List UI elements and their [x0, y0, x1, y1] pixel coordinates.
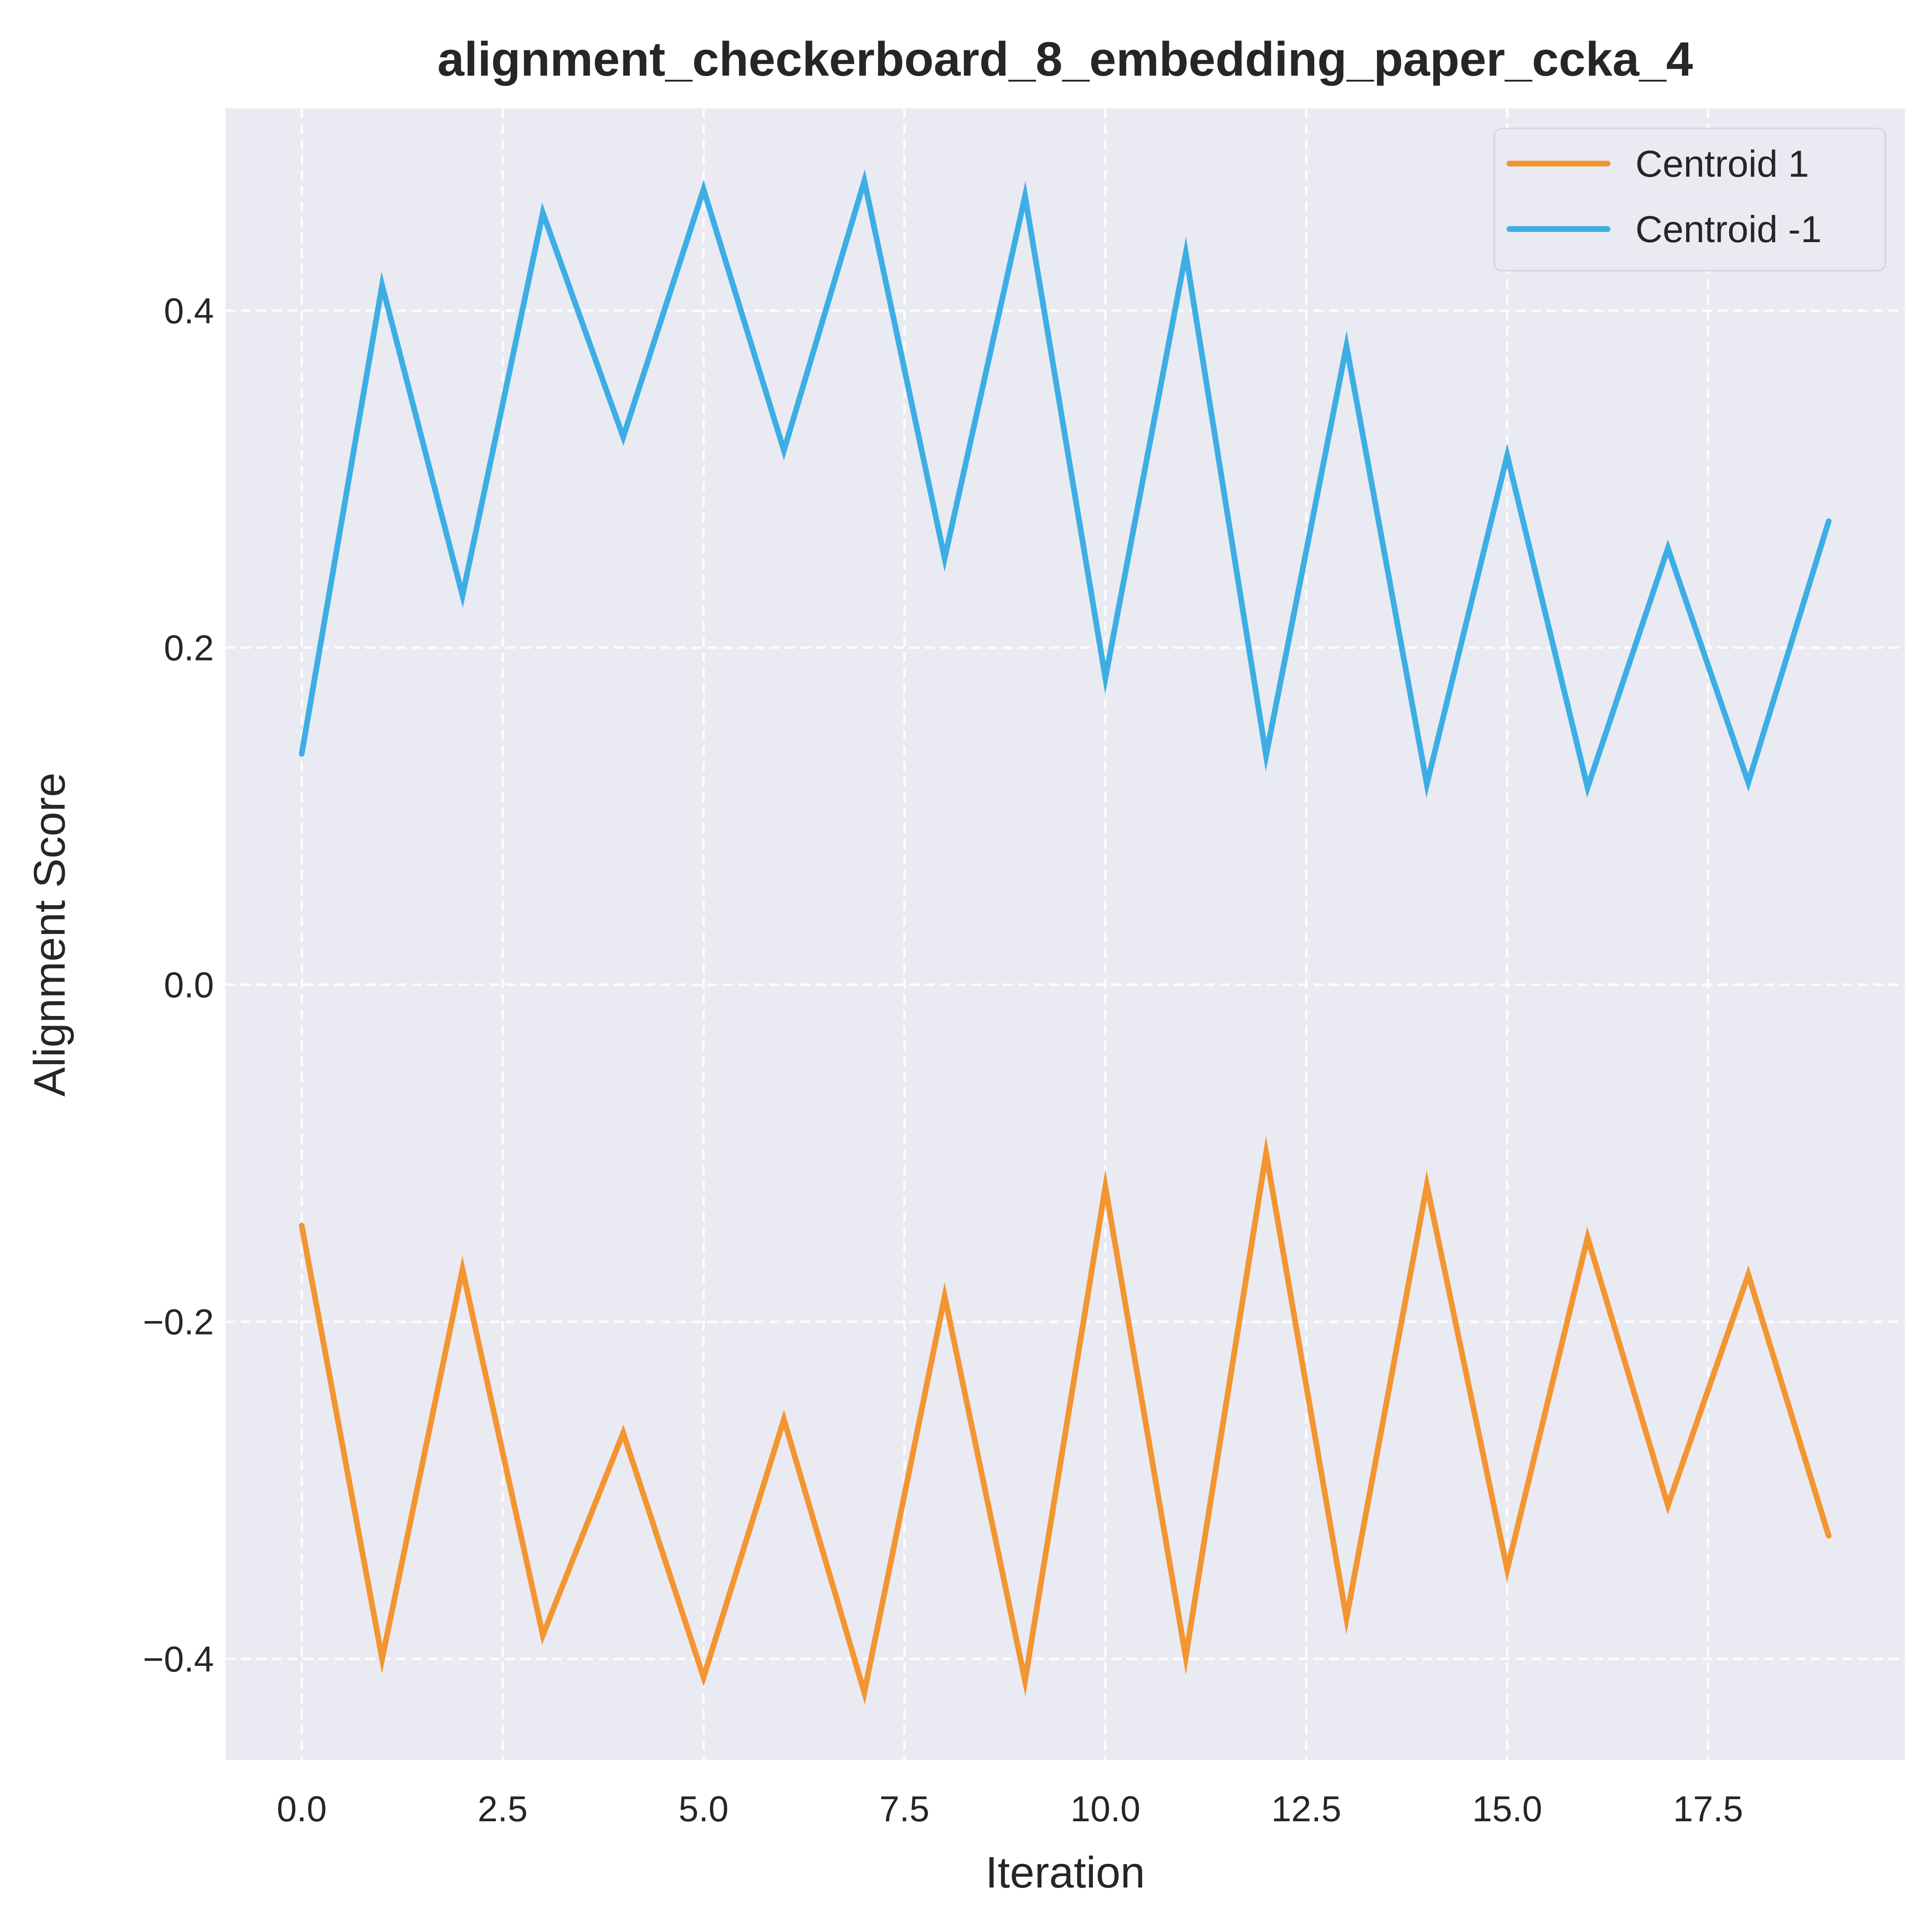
x-tick-label: 10.0 [1071, 1789, 1140, 1829]
x-tick-label: 0.0 [277, 1789, 326, 1829]
legend-label-centroid-minus-1: Centroid -1 [1635, 209, 1822, 250]
series-line-centroid-minus-1 [299, 169, 1832, 798]
x-tick-label: 5.0 [679, 1789, 729, 1829]
x-tick-label: 2.5 [478, 1789, 528, 1829]
x-axis-label: Iteration [985, 1847, 1145, 1897]
grid-lines [225, 108, 1905, 1760]
y-tick-label: 0.2 [164, 628, 214, 668]
x-tick-labels: 0.0 2.5 5.0 7.5 10.0 12.5 15.0 17.5 [277, 1789, 1743, 1829]
legend: Centroid 1 Centroid -1 [1493, 128, 1886, 272]
y-tick-label: 0.4 [164, 290, 214, 331]
y-tick-label: −0.4 [143, 1639, 214, 1679]
series-lines [299, 169, 1832, 1705]
x-tick-label: 12.5 [1271, 1789, 1341, 1829]
series-line-centroid-1 [299, 1135, 1832, 1705]
y-tick-label: 0.0 [164, 965, 214, 1005]
chart-title: alignment_checkerboard_8_embedding_paper… [437, 32, 1693, 86]
y-tick-label: −0.2 [143, 1302, 214, 1342]
y-tick-labels: −0.4 −0.2 0.0 0.2 0.4 [143, 290, 214, 1679]
legend-label-centroid-1: Centroid 1 [1635, 143, 1809, 185]
y-axis-label: Alignment Score [25, 773, 74, 1097]
plot-area [225, 108, 1905, 1760]
x-tick-label: 7.5 [879, 1789, 929, 1829]
x-tick-label: 15.0 [1472, 1789, 1542, 1829]
x-tick-label: 17.5 [1673, 1789, 1743, 1829]
